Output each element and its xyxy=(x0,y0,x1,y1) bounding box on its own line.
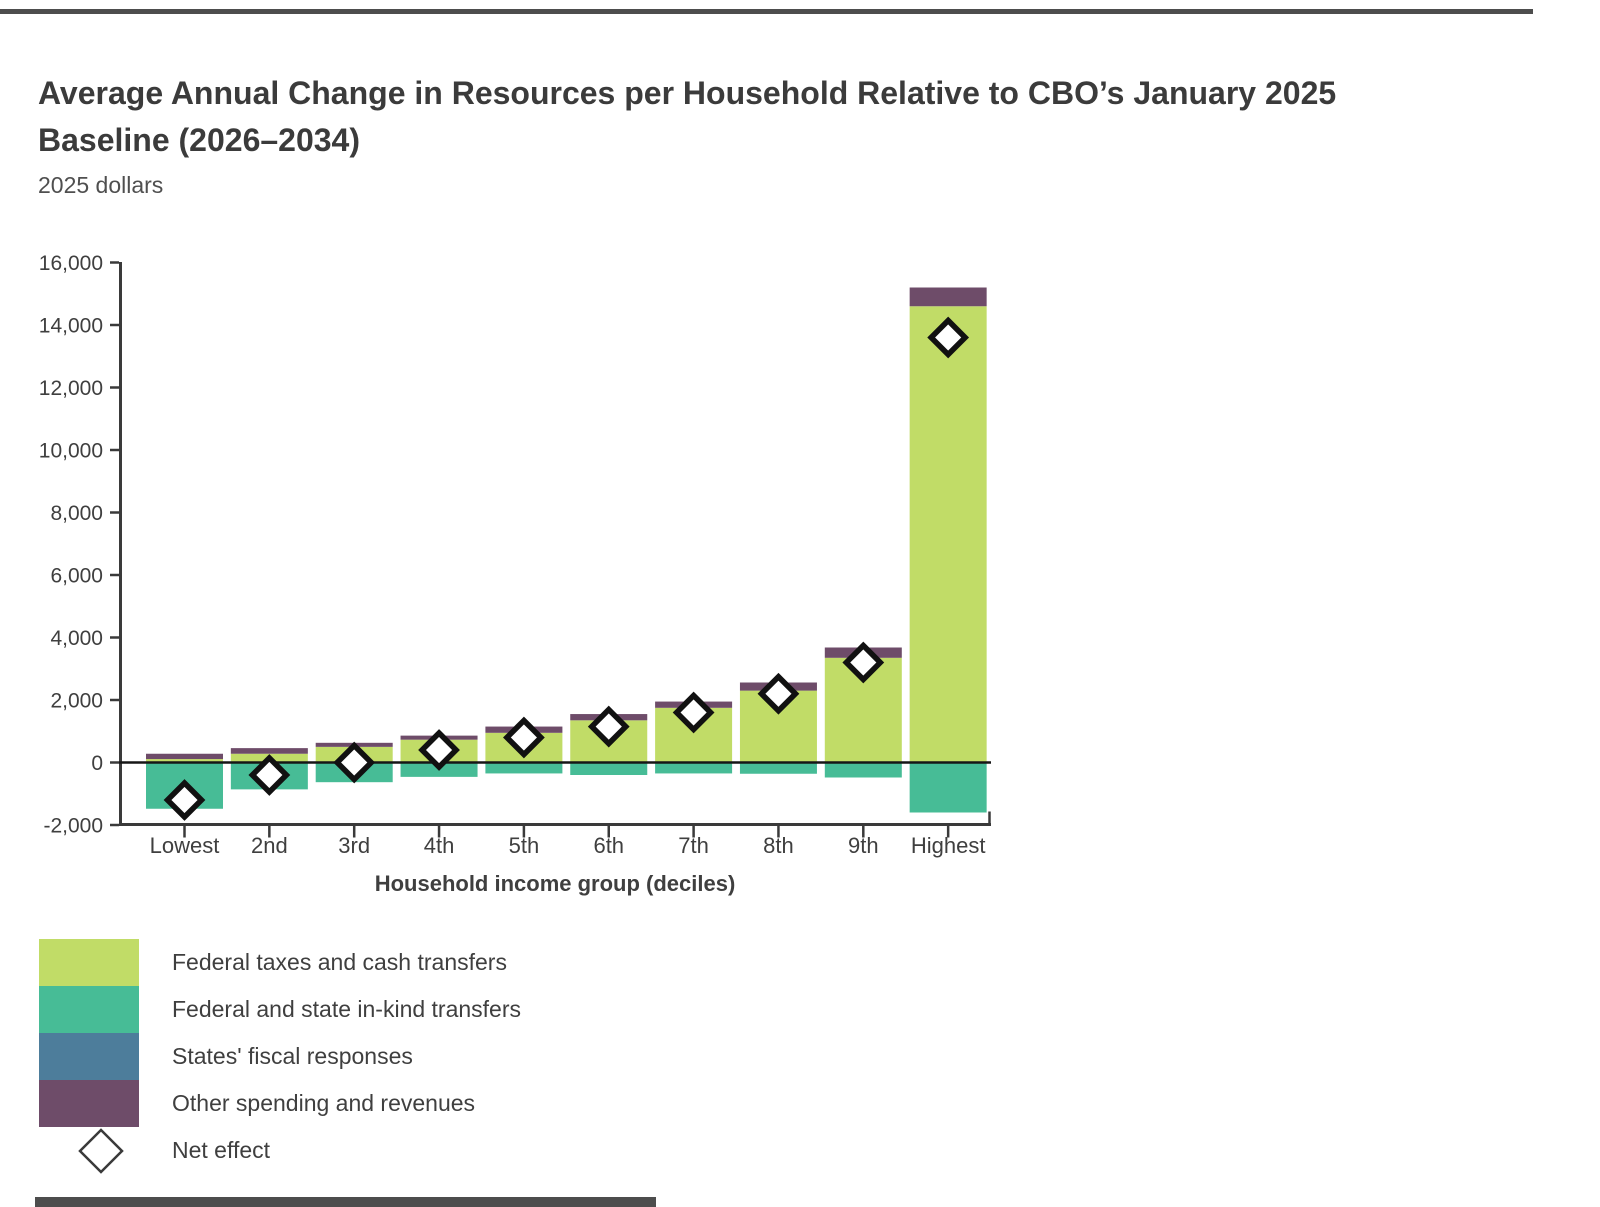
legend-item: States' fiscal responses xyxy=(39,1033,521,1080)
net-effect-marker xyxy=(163,779,206,821)
bar-segment xyxy=(230,748,308,754)
legend-swatch-blue xyxy=(39,1033,139,1080)
x-tick-label: 6th xyxy=(593,833,624,858)
legend-item: Federal and state in-kind transfers xyxy=(39,986,521,1033)
net-effect-marker xyxy=(842,641,885,684)
x-tick-label: 7th xyxy=(678,833,709,858)
net-effect-marker xyxy=(418,729,460,771)
bar-segment xyxy=(909,287,987,307)
x-tick-label: Lowest xyxy=(150,833,220,858)
legend-swatch-purple xyxy=(39,1080,139,1127)
y-tick-label: 16,000 xyxy=(39,252,103,275)
x-tick-label: 3rd xyxy=(338,833,370,858)
bar-segment xyxy=(739,762,817,774)
y-tick-label: 8,000 xyxy=(50,502,103,525)
legend-label: States' fiscal responses xyxy=(172,1043,413,1069)
bar-segment xyxy=(824,762,902,778)
x-axis-title: Household income group (deciles) xyxy=(375,871,736,896)
bar-segment xyxy=(570,762,648,775)
net-effect-marker xyxy=(672,691,715,734)
y-tick-label: 12,000 xyxy=(39,377,103,400)
net-effect-marker xyxy=(757,672,800,715)
legend-label: Other spending and revenues xyxy=(172,1090,476,1116)
top-rule xyxy=(0,9,1533,14)
net-effect-marker xyxy=(333,741,376,784)
diamond-icon xyxy=(78,1128,124,1174)
net-effect-marker xyxy=(587,705,630,748)
bottom-rule xyxy=(35,1197,656,1207)
legend-diamond-marker xyxy=(78,1128,124,1174)
legend-label: Federal taxes and cash transfers xyxy=(172,949,507,975)
x-tick-label: 8th xyxy=(763,833,794,858)
y-tick-label: -2,000 xyxy=(43,815,103,838)
legend: Federal taxes and cash transfers Federal… xyxy=(39,939,521,1174)
legend-label: Federal and state in-kind transfers xyxy=(172,996,522,1022)
bar-segment xyxy=(909,762,987,813)
legend-diamond-cell xyxy=(39,1127,139,1174)
x-tick-label: 5th xyxy=(509,833,540,858)
legend-label: Net effect xyxy=(172,1137,271,1163)
net-effect-marker xyxy=(927,316,970,359)
y-tick-label: 10,000 xyxy=(39,440,103,463)
chart-title-line2: Baseline (2026–2034) xyxy=(38,122,360,158)
y-tick-label: 2,000 xyxy=(50,690,103,713)
legend-swatch-teal xyxy=(39,986,139,1033)
net-effect-marker xyxy=(503,716,545,759)
x-tick-label: Highest xyxy=(911,833,986,858)
legend-item: Federal taxes and cash transfers xyxy=(39,939,521,986)
bar-segment xyxy=(146,753,223,760)
bar-segment xyxy=(146,759,223,763)
chart-title: Average Annual Change in Resources per H… xyxy=(38,70,1538,164)
net-effect-marker xyxy=(248,754,291,796)
chart-title-line1: Average Annual Change in Resources per H… xyxy=(38,75,1337,111)
legend-item: Net effect xyxy=(39,1127,521,1174)
bar-segment xyxy=(909,306,987,763)
y-tick-label: 6,000 xyxy=(50,565,103,588)
x-tick-label: 2nd xyxy=(251,833,288,858)
x-tick-label: 9th xyxy=(848,833,879,858)
y-tick-label: 14,000 xyxy=(39,315,103,338)
legend-swatch-green xyxy=(39,939,139,986)
bar-segment xyxy=(485,762,563,774)
y-tick-label: 0 xyxy=(91,752,103,775)
chart-subtitle: 2025 dollars xyxy=(38,172,164,198)
legend-item: Other spending and revenues xyxy=(39,1080,521,1127)
x-tick-label: 4th xyxy=(424,833,455,858)
y-tick-label: 4,000 xyxy=(50,627,103,650)
bar-segment xyxy=(655,762,733,774)
